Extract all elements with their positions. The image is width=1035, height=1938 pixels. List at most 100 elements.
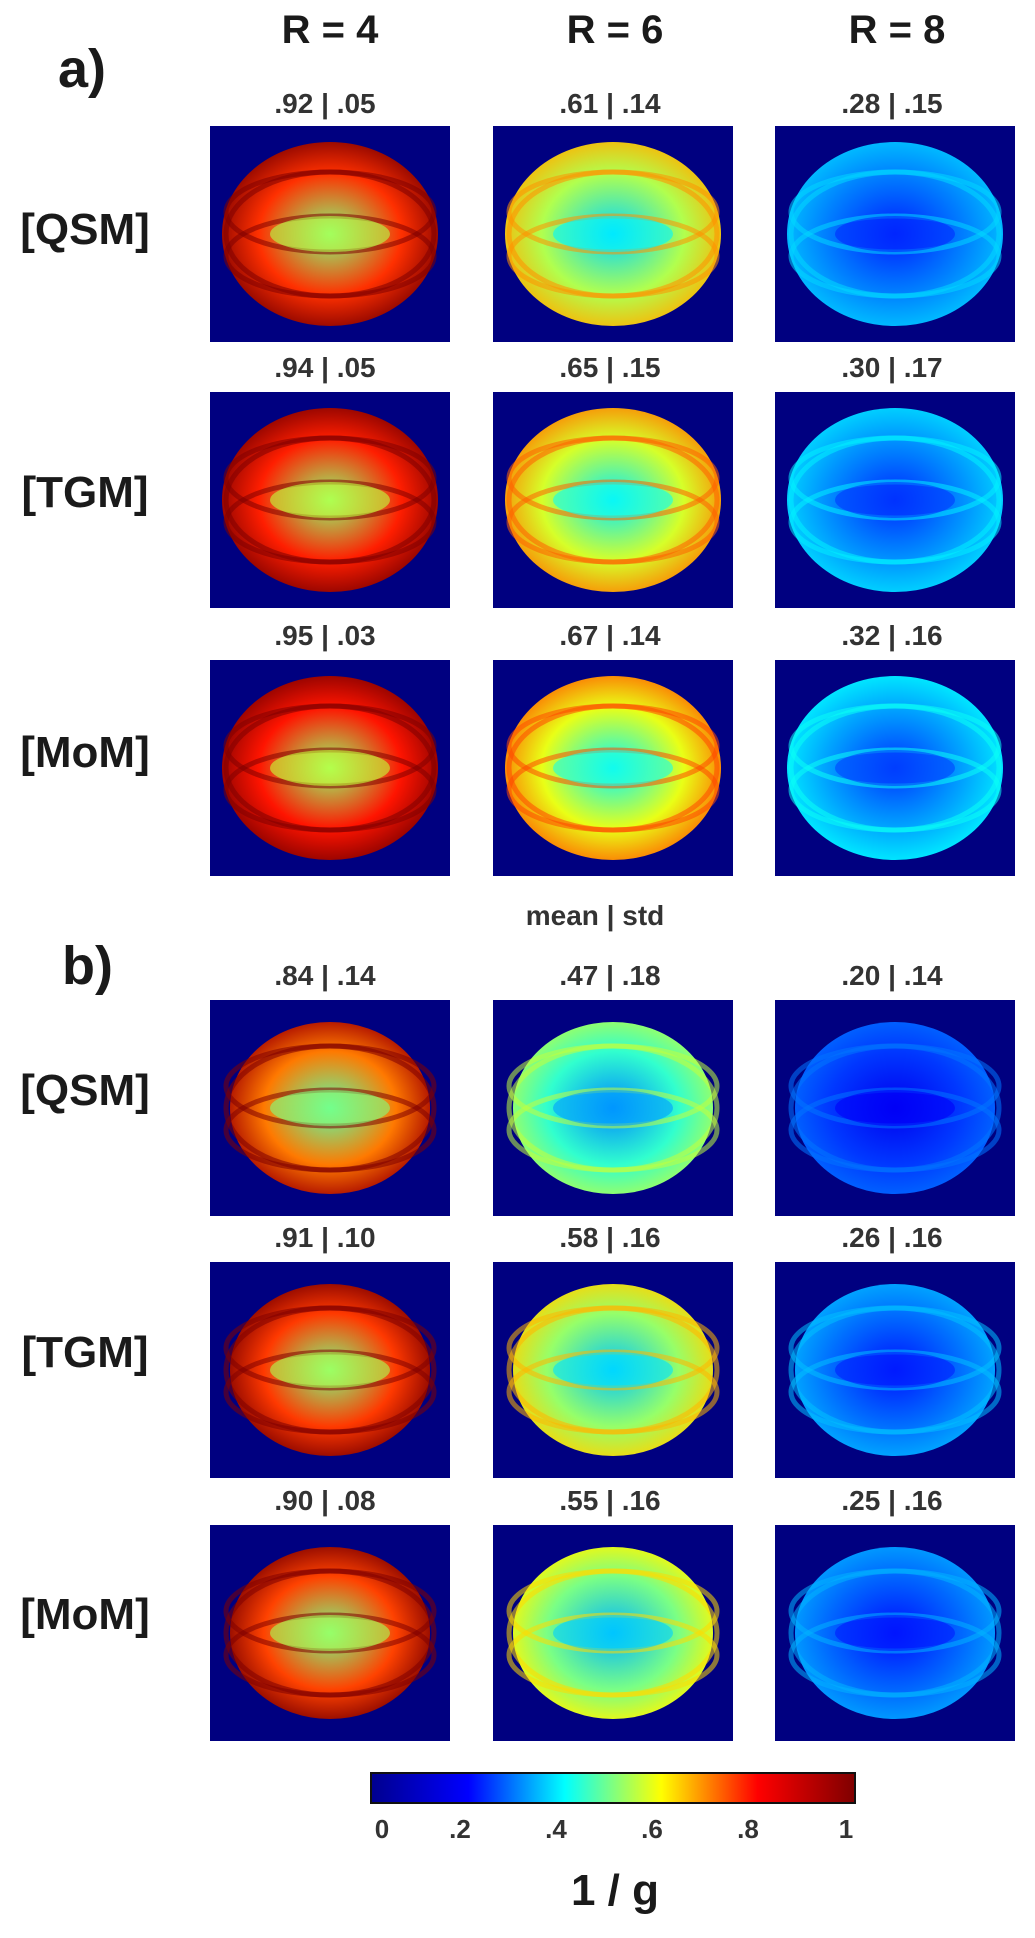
alias-band (223, 1568, 437, 1698)
column-heading-r8: R = 8 (848, 8, 946, 52)
phantom-core (553, 1352, 673, 1388)
stat-caption: mean | std (525, 900, 665, 931)
gfactor-map-graphic (223, 1547, 437, 1719)
alias-band (788, 703, 1002, 833)
phantom-core (270, 482, 390, 518)
phantom-core (553, 482, 673, 518)
gfactor-map-b-qsm-r8 (775, 1000, 1015, 1216)
colorbar-tick-0-2: .2 (449, 1814, 471, 1844)
row-label-a-tgm: [TGM] (21, 468, 149, 517)
row-label-a-mom: [MoM] (20, 728, 150, 777)
phantom-core (270, 750, 390, 786)
alias-band (223, 1305, 437, 1435)
alias-band (506, 1043, 720, 1173)
stat-a-qsm-r6: .61 | .14 (559, 88, 661, 119)
gfactor-map-a-tgm-r8 (775, 392, 1015, 608)
row-label-b-tgm: [TGM] (21, 1328, 149, 1377)
colorbar-tick-0-8: .8 (737, 1814, 759, 1844)
alias-band (223, 1043, 437, 1173)
gfactor-map-graphic (787, 408, 1003, 592)
gfactor-map-graphic (788, 1284, 1002, 1456)
gfactor-map-graphic (788, 1022, 1002, 1194)
colorbar-tick-0-4: .4 (545, 1814, 567, 1844)
alias-band (506, 703, 720, 833)
alias-band (506, 1305, 720, 1435)
gfactor-map-b-tgm-r4 (210, 1262, 450, 1478)
gfactor-map-graphic (506, 1284, 720, 1456)
gfactor-map-graphic (222, 408, 438, 592)
gfactor-map-graphic (223, 1022, 437, 1194)
gfactor-map-b-tgm-r8 (775, 1262, 1015, 1478)
phantom-core (270, 1352, 390, 1388)
alias-band (223, 703, 437, 833)
stat-b-qsm-r6: .47 | .18 (559, 960, 661, 991)
gfactor-map-b-mom-r8 (775, 1525, 1015, 1741)
panel-label-a: a) (58, 39, 107, 99)
stat-b-mom-r4: .90 | .08 (274, 1485, 376, 1516)
gfactor-map-graphic (223, 1284, 437, 1456)
stat-b-tgm-r4: .91 | .10 (274, 1222, 376, 1253)
panel-label-b: b) (62, 936, 113, 996)
phantom-core (553, 1090, 673, 1126)
phantom-core (270, 1615, 390, 1651)
alias-band (223, 435, 437, 565)
gfactor-map-a-tgm-r4 (210, 392, 450, 608)
gfactor-map-graphic (505, 142, 721, 326)
gfactor-map-graphic (222, 142, 438, 326)
gfactor-map-b-qsm-r4 (210, 1000, 450, 1216)
gfactor-map-graphic (787, 676, 1003, 860)
stat-a-tgm-r6: .65 | .15 (559, 352, 661, 383)
stat-a-qsm-r4: .92 | .05 (274, 88, 376, 119)
gfactor-map-a-mom-r4 (210, 660, 450, 876)
alias-band (788, 435, 1002, 565)
stat-a-mom-r4: .95 | .03 (274, 620, 376, 651)
alias-band (788, 169, 1002, 299)
stat-b-qsm-r4: .84 | .14 (274, 960, 376, 991)
stat-a-mom-r6: .67 | .14 (559, 620, 661, 651)
gfactor-map-a-mom-r6 (493, 660, 733, 876)
stat-b-tgm-r8: .26 | .16 (841, 1222, 943, 1253)
gfactor-map-graphic (506, 1022, 720, 1194)
gfactor-map-graphic (222, 676, 438, 860)
row-label-b-mom: [MoM] (20, 1590, 150, 1639)
phantom-core (835, 1352, 955, 1388)
stat-b-qsm-r8: .20 | .14 (841, 960, 943, 991)
stat-b-tgm-r6: .58 | .16 (559, 1222, 661, 1253)
column-heading-r4: R = 4 (281, 8, 379, 52)
phantom-core (835, 1090, 955, 1126)
alias-band (788, 1043, 1002, 1173)
stat-a-tgm-r8: .30 | .17 (841, 352, 943, 383)
gfactor-map-a-mom-r8 (775, 660, 1015, 876)
gfactor-map-a-qsm-r4 (210, 126, 450, 342)
gfactor-map-graphic (788, 1547, 1002, 1719)
stat-b-mom-r8: .25 | .16 (841, 1485, 943, 1516)
alias-band (788, 1568, 1002, 1698)
column-heading-r6: R = 6 (566, 8, 664, 52)
phantom-core (553, 1615, 673, 1651)
gfactor-map-b-qsm-r6 (493, 1000, 733, 1216)
gfactor-map-graphic (505, 408, 721, 592)
gfactor-map-graphic (787, 142, 1003, 326)
phantom-core (835, 1615, 955, 1651)
gfactor-map-a-qsm-r6 (493, 126, 733, 342)
alias-band (223, 169, 437, 299)
phantom-core (835, 482, 955, 518)
gfactor-map-a-tgm-r6 (493, 392, 733, 608)
colorbar-tick-0-6: .6 (641, 1814, 663, 1844)
stat-a-tgm-r4: .94 | .05 (274, 352, 376, 383)
stat-a-mom-r8: .32 | .16 (841, 620, 943, 651)
phantom-core (270, 216, 390, 252)
alias-band (506, 1568, 720, 1698)
phantom-core (835, 750, 955, 786)
stat-b-mom-r6: .55 | .16 (559, 1485, 661, 1516)
stat-a-qsm-r8: .28 | .15 (841, 88, 943, 119)
alias-band (506, 435, 720, 565)
colorbar-tick-0: 0 (374, 1814, 390, 1844)
row-label-a-qsm: [QSM] (20, 205, 150, 254)
gfactor-map-graphic (505, 676, 721, 860)
phantom-core (553, 216, 673, 252)
gfactor-map-b-mom-r4 (210, 1525, 450, 1741)
alias-band (506, 169, 720, 299)
colorbar-tick-1: 1 (838, 1814, 854, 1844)
row-label-b-qsm: [QSM] (20, 1066, 150, 1115)
